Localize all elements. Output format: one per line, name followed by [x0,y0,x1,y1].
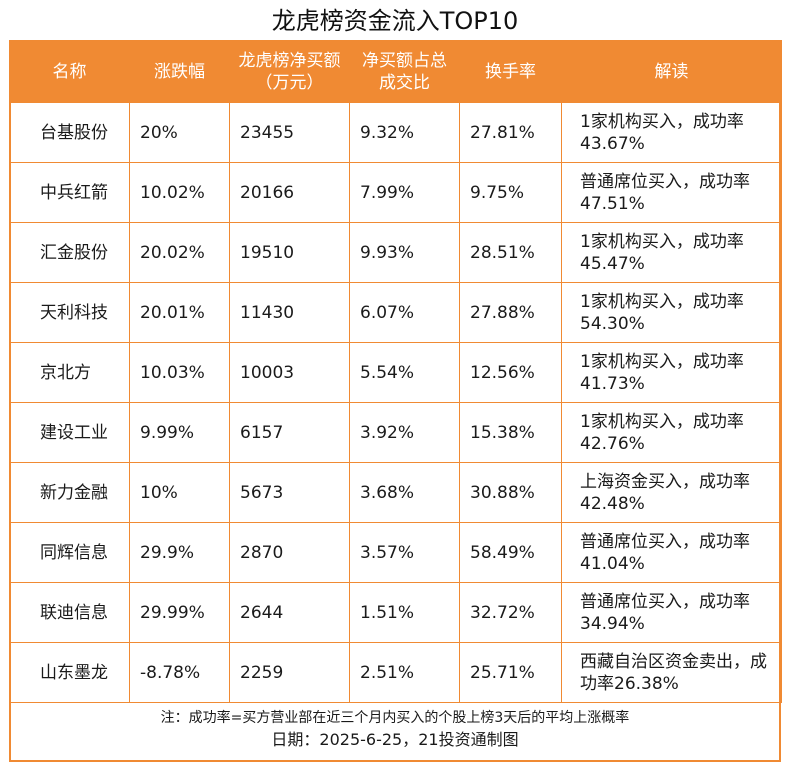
cell-ratio: 9.93% [349,222,460,283]
cell-name: 天利科技 [9,282,130,343]
cell-turnover: 30.88% [459,462,562,523]
footnote: 注：成功率=买方营业部在近三个月内买入的个股上榜3天后的平均上涨概率 [160,710,630,726]
cell-ratio: 3.68% [349,462,460,523]
table-header-row: 名称 涨跌幅 龙虎榜净买额（万元） 净买额占总成交比 换手率 解读 [9,40,782,103]
cell-name: 中兵红箭 [9,162,130,223]
cell-net-buy: 5673 [229,462,350,523]
cell-name: 联迪信息 [9,582,130,643]
cell-ratio: 3.92% [349,402,460,463]
footer: 注：成功率=买方营业部在近三个月内买入的个股上榜3天后的平均上涨概率 日期：20… [11,702,779,760]
cell-name: 同辉信息 [9,522,130,583]
date-credit: 日期：2025-6-25，21投资通制图 [271,730,519,749]
cell-name: 山东墨龙 [9,642,130,703]
header-reading: 解读 [561,40,782,103]
cell-reading: 1家机构买入，成功率41.73% [561,342,782,403]
cell-change: 10.03% [129,342,230,403]
cell-change: 20.01% [129,282,230,343]
cell-turnover: 12.56% [459,342,562,403]
cell-turnover: 58.49% [459,522,562,583]
cell-net-buy: 23455 [229,102,350,163]
cell-name: 汇金股份 [9,222,130,283]
cell-ratio: 5.54% [349,342,460,403]
table-row: 新力金融 10% 5673 3.68% 30.88% 上海资金买入，成功率42.… [9,462,782,523]
cell-name: 京北方 [9,342,130,403]
cell-reading: 1家机构买入，成功率54.30% [561,282,782,343]
cell-change: 29.9% [129,522,230,583]
cell-ratio: 1.51% [349,582,460,643]
cell-reading: 西藏自治区资金卖出，成功率26.38% [561,642,782,703]
header-ratio: 净买额占总成交比 [349,40,460,103]
cell-reading: 1家机构买入，成功率45.47% [561,222,782,283]
cell-ratio: 9.32% [349,102,460,163]
cell-change: 10% [129,462,230,523]
table-row: 汇金股份 20.02% 19510 9.93% 28.51% 1家机构买入，成功… [9,222,782,283]
table-row: 台基股份 20% 23455 9.32% 27.81% 1家机构买入，成功率43… [9,102,782,163]
cell-change: 9.99% [129,402,230,463]
cell-net-buy: 11430 [229,282,350,343]
cell-reading: 1家机构买入，成功率42.76% [561,402,782,463]
cell-reading: 1家机构买入，成功率43.67% [561,102,782,163]
cell-ratio: 2.51% [349,642,460,703]
cell-net-buy: 2259 [229,642,350,703]
table-row: 京北方 10.03% 10003 5.54% 12.56% 1家机构买入，成功率… [9,342,782,403]
cell-change: 20.02% [129,222,230,283]
cell-turnover: 27.81% [459,102,562,163]
cell-ratio: 6.07% [349,282,460,343]
table-row: 建设工业 9.99% 6157 3.92% 15.38% 1家机构买入，成功率4… [9,402,782,463]
cell-net-buy: 19510 [229,222,350,283]
cell-turnover: 15.38% [459,402,562,463]
header-turnover: 换手率 [459,40,562,103]
cell-turnover: 25.71% [459,642,562,703]
cell-turnover: 28.51% [459,222,562,283]
header-change: 涨跌幅 [129,40,230,103]
cell-turnover: 27.88% [459,282,562,343]
cell-change: 10.02% [129,162,230,223]
cell-name: 新力金融 [9,462,130,523]
cell-net-buy: 20166 [229,162,350,223]
table-row: 同辉信息 29.9% 2870 3.57% 58.49% 普通席位买入，成功率4… [9,522,782,583]
cell-reading: 普通席位买入，成功率34.94% [561,582,782,643]
cell-ratio: 3.57% [349,522,460,583]
header-name: 名称 [9,40,130,103]
table-row: 天利科技 20.01% 11430 6.07% 27.88% 1家机构买入，成功… [9,282,782,343]
cell-net-buy: 2870 [229,522,350,583]
top10-table: 名称 涨跌幅 龙虎榜净买额（万元） 净买额占总成交比 换手率 解读 台基股份 2… [9,40,782,703]
cell-change: -8.78% [129,642,230,703]
cell-name: 台基股份 [9,102,130,163]
cell-ratio: 7.99% [349,162,460,223]
cell-net-buy: 6157 [229,402,350,463]
cell-net-buy: 2644 [229,582,350,643]
table-row: 中兵红箭 10.02% 20166 7.99% 9.75% 普通席位买入，成功率… [9,162,782,223]
table-row: 山东墨龙 -8.78% 2259 2.51% 25.71% 西藏自治区资金卖出，… [9,642,782,703]
cell-reading: 上海资金买入，成功率42.48% [561,462,782,523]
cell-change: 29.99% [129,582,230,643]
cell-name: 建设工业 [9,402,130,463]
cell-net-buy: 10003 [229,342,350,403]
page-title: 龙虎榜资金流入TOP10 [271,7,519,35]
header-net-buy: 龙虎榜净买额（万元） [229,40,350,103]
cell-reading: 普通席位买入，成功率47.51% [561,162,782,223]
cell-turnover: 9.75% [459,162,562,223]
cell-change: 20% [129,102,230,163]
cell-turnover: 32.72% [459,582,562,643]
cell-reading: 普通席位买入，成功率41.04% [561,522,782,583]
table-row: 联迪信息 29.99% 2644 1.51% 32.72% 普通席位买入，成功率… [9,582,782,643]
